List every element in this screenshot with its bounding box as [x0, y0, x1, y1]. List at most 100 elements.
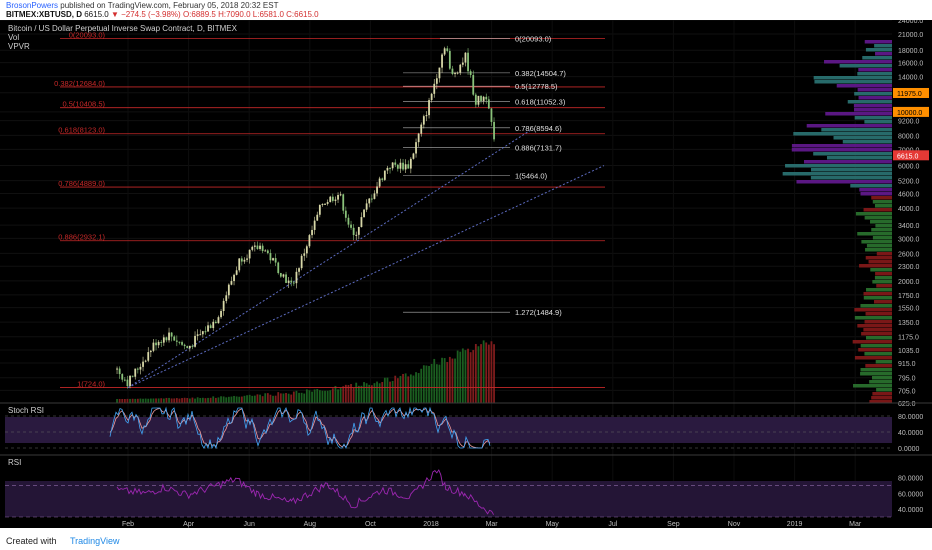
candle-body [407, 164, 410, 169]
fib-white-label: 0.886(7131.7) [515, 143, 562, 152]
volume-bar [368, 384, 371, 403]
volume-bar [451, 358, 454, 403]
volume-bar [264, 393, 267, 403]
candle-body [337, 194, 339, 200]
fib-red-label: 0.382(12684.0) [54, 79, 105, 88]
volume-bar [118, 398, 121, 403]
vpvr-bar [858, 96, 892, 100]
vpvr-bar [863, 208, 892, 212]
volume-bar [394, 375, 397, 403]
fib-white-label: 0.618(11052.3) [515, 97, 566, 106]
symbol-label: BITMEX:XBTUSD, D [6, 10, 82, 19]
volume-bar [121, 398, 124, 403]
candle-body [420, 124, 423, 134]
vpvr-bar [860, 368, 892, 372]
volume-bar [212, 396, 215, 403]
volume-bar [285, 392, 287, 403]
candle-body [266, 250, 269, 254]
volume-bar [186, 397, 189, 403]
candle-body [285, 274, 287, 283]
candle-body [196, 334, 199, 336]
volume-bar [152, 398, 155, 403]
vpvr-bar [863, 296, 892, 300]
volume-bar [259, 394, 261, 403]
symbol-line: BITMEX:XBTUSD, D 6615.0 ▼ −274.5 (−3.98%… [6, 10, 319, 19]
candle-body [186, 346, 189, 349]
vpvr-bar [850, 184, 892, 188]
volume-bar [407, 376, 410, 403]
candle-body [368, 198, 371, 204]
volume-bar [389, 381, 391, 403]
volume-bar [279, 393, 282, 403]
candle-body [487, 99, 490, 109]
rsi-title: RSI [8, 458, 21, 467]
vpvr-bar [821, 128, 892, 132]
candle-body [415, 142, 417, 154]
vpvr-bar [866, 288, 892, 292]
volume-bar [116, 399, 118, 403]
volume-bar [139, 398, 142, 403]
volume-bar [425, 365, 428, 403]
rsi-tick: 60.0000 [898, 491, 923, 498]
volume-bar [220, 396, 222, 403]
vpvr-bar [854, 356, 892, 360]
candle-body [152, 342, 155, 351]
chart-area[interactable]: 0(20093.0) 0.382(12684.0) 0.5(10408.5) 0.61… [0, 18, 932, 528]
candle-body [204, 331, 207, 333]
candle-body [326, 202, 329, 204]
candle-body [248, 249, 251, 259]
volume-bar [147, 398, 150, 403]
price-change: −274.5 (−3.98%) [121, 10, 181, 19]
candle-body [318, 204, 321, 215]
candle-body [313, 220, 316, 230]
time-tick: 2019 [787, 521, 803, 528]
tradingview-logo[interactable]: TradingView [70, 536, 120, 546]
chart-canvas[interactable]: 0(20093.0) 0.382(12684.0) 0.5(10408.5) 0.61… [0, 18, 932, 528]
candle-body [482, 96, 485, 101]
candle-body [136, 368, 139, 370]
time-axis[interactable]: Feb Apr Jun Aug Oct 2018 Mar May Jul Sep Nov 2019 Ma… [122, 521, 862, 528]
price-tick: 2300.0 [898, 264, 920, 271]
candle-body [469, 71, 472, 76]
volume-bar [469, 352, 472, 403]
price-marker-label: 11975.0 [897, 91, 922, 98]
volume-bar [420, 368, 423, 403]
candle-body [253, 245, 256, 247]
candle-body [168, 332, 170, 341]
stoch-tick: 80.0000 [898, 414, 923, 421]
volume-bar [160, 398, 163, 403]
price-marker-tag [893, 87, 929, 98]
volume-bar [266, 393, 269, 403]
candle-body [352, 227, 355, 235]
volume-bar [376, 381, 378, 403]
vpvr-bar [869, 400, 892, 404]
vpvr-bar [785, 164, 892, 168]
candle-body [355, 234, 358, 236]
candle-body [454, 73, 456, 75]
vpvr-bar [864, 120, 892, 124]
candle-body [225, 295, 228, 301]
vpvr-bar [861, 332, 892, 336]
price-axis[interactable]: 24000.021000.018000.016000.014000.012000… [893, 18, 929, 408]
author-link[interactable]: BrosonPowers [6, 1, 59, 10]
volume-bar [209, 397, 212, 403]
volume-bar [144, 398, 147, 403]
candle-body [238, 258, 241, 271]
vpvr-bar [860, 344, 892, 348]
vpvr-bar [858, 348, 892, 352]
vpvr-bar [872, 392, 892, 396]
candle-body [428, 100, 430, 116]
volume-bar [467, 348, 469, 403]
candle-body [188, 345, 191, 349]
candle-body [292, 282, 295, 284]
volume-bar [464, 350, 467, 403]
price-tick: 1175.0 [898, 335, 919, 342]
candle-body [399, 162, 402, 169]
candle-body [321, 204, 324, 206]
candle-body [194, 335, 196, 347]
vpvr-bar [854, 316, 892, 320]
volume-bar [243, 395, 246, 403]
price-marker-label: 10000.0 [897, 110, 922, 117]
volume-bar [191, 397, 194, 403]
vpvr-bar [858, 68, 892, 72]
